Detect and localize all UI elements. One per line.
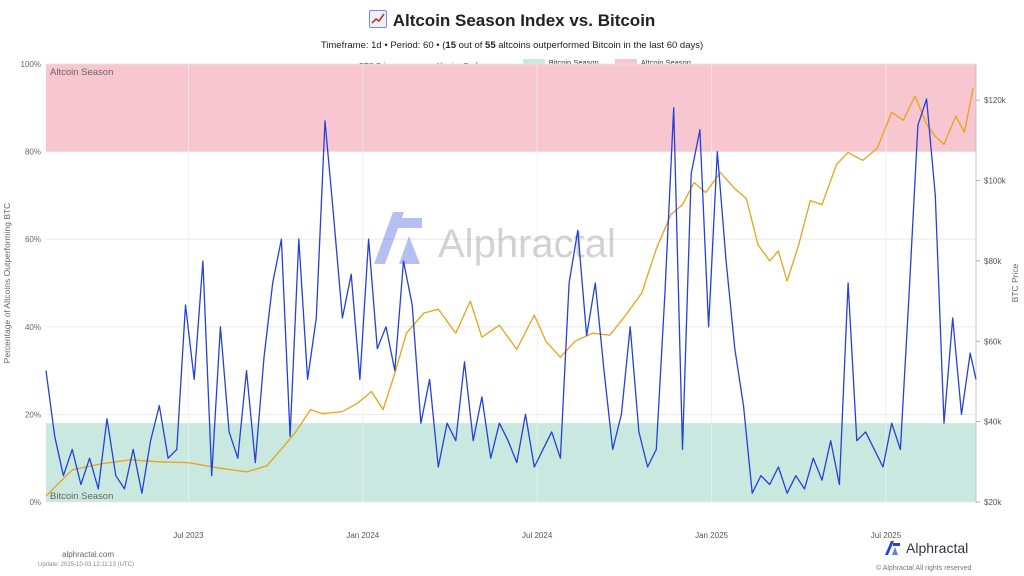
y-tick-label: 40% xyxy=(25,323,41,332)
y2-tick-label: $20k xyxy=(984,498,1002,507)
y2-tick-label: $100k xyxy=(984,177,1007,186)
legend-item-altcoin-season[interactable]: Altcoin Season xyxy=(614,58,691,67)
band-bitcoin-season xyxy=(46,423,976,502)
y-tick-label: 20% xyxy=(25,410,41,419)
band-altcoin-season xyxy=(46,64,976,152)
chart-emoji-icon xyxy=(368,10,387,28)
band-label-bitcoin-season: Bitcoin Season xyxy=(50,491,113,502)
legend-swatch-altcoin-season xyxy=(614,59,637,66)
subtitle-timeframe: Timeframe: 1d • Period: 60 • ( xyxy=(320,40,446,51)
y2-tick-label: $60k xyxy=(984,337,1002,346)
y-tick-label: 60% xyxy=(25,235,41,244)
subtitle-count: 15 xyxy=(445,40,456,51)
subtitle-end: altcoins outperformed Bitcoin in the las… xyxy=(495,40,704,51)
y-tick-label: 0% xyxy=(29,498,41,507)
band-label-altcoin-season: Altcoin Season xyxy=(50,67,113,78)
x-tick-label: Jan 2025 xyxy=(695,531,728,540)
y2-tick-label: $40k xyxy=(984,418,1002,427)
legend-item-bitcoin-season[interactable]: Bitcoin Season xyxy=(522,58,599,67)
y-axis-title: Percentage of Altcoins Outperforming BTC xyxy=(2,203,12,364)
y2-tick-label: $120k xyxy=(984,96,1007,105)
legend-label-bitcoin-season: Bitcoin Season xyxy=(548,58,599,67)
x-tick-label: Jul 2025 xyxy=(871,531,902,540)
footer-brand-text: Alphractal xyxy=(906,540,969,556)
x-tick-label: Jul 2023 xyxy=(173,531,204,540)
footer-updated: Update: 2025-10-03 12:11:13 (UTC) xyxy=(38,562,134,568)
series-line-btc-price xyxy=(45,87,974,497)
y-tick-label: 80% xyxy=(25,148,41,157)
y2-tick-label: $80k xyxy=(984,257,1002,266)
alphractal-logo-icon xyxy=(885,541,900,555)
x-tick-label: Jan 2024 xyxy=(346,531,379,540)
chart-title: Altcoin Season Index vs. Bitcoin xyxy=(0,10,1024,31)
subtitle-total: 55 xyxy=(485,40,496,51)
watermark-logo-icon-b xyxy=(399,236,420,264)
watermark-logo-icon-c xyxy=(398,218,422,228)
y2-axis-title: BTC Price xyxy=(1010,263,1020,302)
footer-site[interactable]: alphractal.com xyxy=(62,550,115,559)
watermark: Alphractal xyxy=(374,212,616,266)
watermark-logo-icon xyxy=(374,212,404,264)
series-line-altcoins-performance xyxy=(45,98,977,494)
legend-swatch-bitcoin-season xyxy=(522,59,545,66)
chart-subtitle: Timeframe: 1d • Period: 60 • (15 out of … xyxy=(0,40,1024,51)
chart-title-text: Altcoin Season Index vs. Bitcoin xyxy=(392,11,656,30)
watermark-text: Alphractal xyxy=(438,222,616,266)
subtitle-mid: out of xyxy=(455,40,486,51)
legend-label-altcoin-season: Altcoin Season xyxy=(640,58,691,67)
x-tick-label: Jul 2024 xyxy=(522,531,553,540)
footer-copyright: © Alphractal All rights reserved xyxy=(876,565,972,572)
y-tick-label: 100% xyxy=(21,60,41,69)
footer-brand: Alphractal xyxy=(884,540,968,556)
